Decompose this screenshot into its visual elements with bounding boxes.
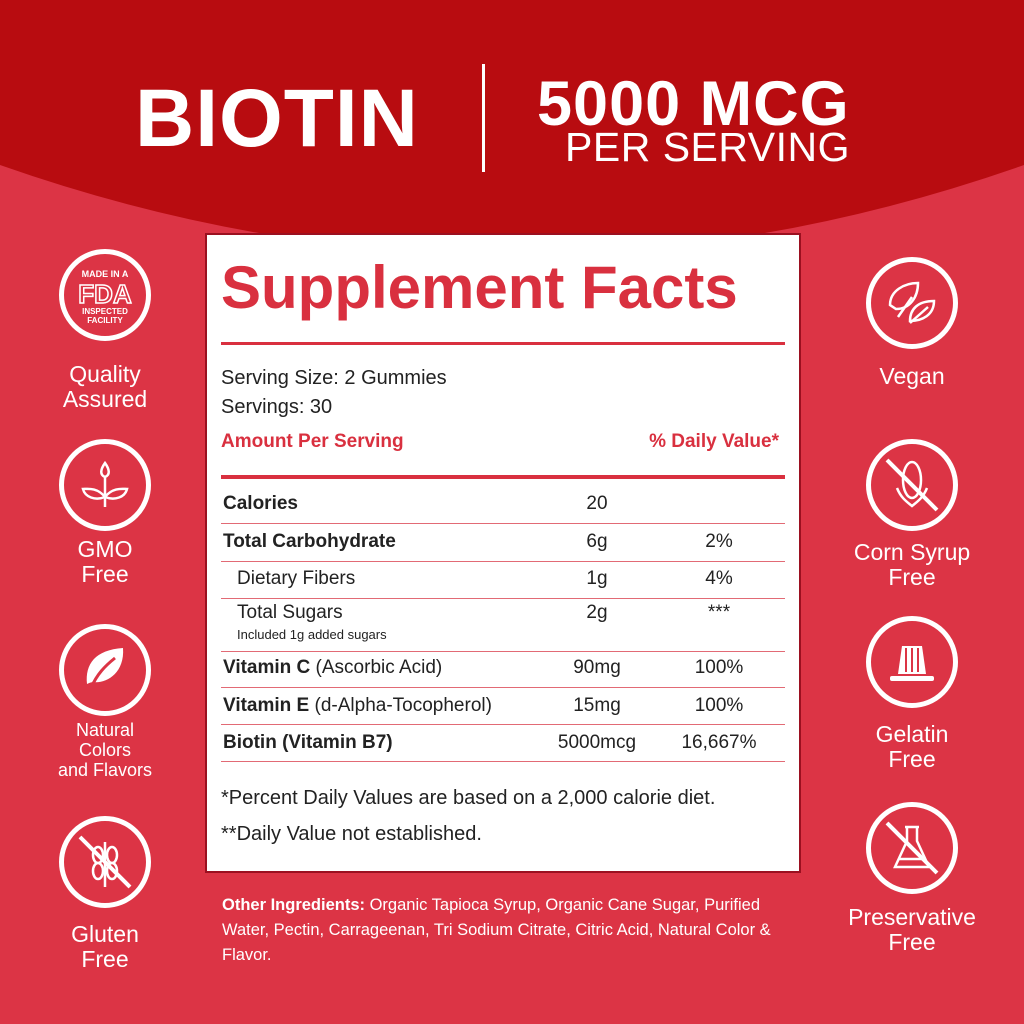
nutrient-detail: (Ascorbic Acid) (310, 657, 443, 678)
row-sub: Included 1g added sugars (237, 627, 387, 642)
row-dv: 16,667% (681, 732, 757, 753)
badge-label-line: Preservative (848, 904, 976, 930)
badge-label: Natural Colors and Flavors (5, 720, 205, 780)
badge-label-line: Free (888, 564, 936, 590)
panel-title: Supplement Facts (221, 254, 738, 321)
row-amount: 6g (586, 531, 608, 552)
header-divider (482, 64, 485, 172)
badge-label-line: Gelatin (875, 721, 949, 747)
badge-label-line: Gluten (71, 921, 139, 947)
row-name: Total Sugars (237, 602, 343, 624)
badge-label-line: Free (888, 929, 936, 955)
row-amount: 90mg (573, 657, 621, 678)
dose: 5000 MCG (537, 69, 850, 139)
no-wheat-icon (59, 816, 151, 908)
badge-label: Vegan (812, 364, 1012, 389)
fda-badge-icon: MADE IN A FDA INSPECTED FACILITY (59, 249, 151, 341)
row-amount: 20 (586, 493, 608, 514)
dv-header: % Daily Value* (649, 431, 779, 452)
footnote: *Percent Daily Values are based on a 2,0… (221, 787, 716, 809)
leaf-icon (59, 624, 151, 716)
serving-size: Serving Size: 2 Gummies (221, 367, 447, 389)
row-dv: *** (707, 602, 731, 623)
other-ingredients: Other Ingredients: Organic Tapioca Syrup… (222, 893, 792, 968)
nutrient-name: Calories (223, 493, 298, 514)
badge-label-line: GMO (77, 536, 133, 562)
row-amount: 2g (586, 602, 608, 623)
badge-label-line: and Flavors (57, 760, 153, 780)
badge-label-line: Corn Syrup (853, 539, 971, 565)
svg-text:INSPECTED: INSPECTED (82, 307, 128, 316)
row-dv: 100% (694, 695, 744, 716)
row-divider (221, 724, 785, 725)
badge-label: Gluten Free (5, 922, 205, 972)
badge-label: Corn Syrup Free (812, 540, 1012, 590)
sprout-icon (59, 439, 151, 531)
row-dv: 4% (705, 568, 733, 589)
header-band (0, 0, 1024, 255)
badge-label: Preservative Free (812, 905, 1012, 955)
product-name: BIOTIN (135, 73, 419, 164)
svg-text:MADE IN A: MADE IN A (82, 269, 129, 279)
svg-text:FACILITY: FACILITY (87, 316, 123, 325)
nutrient-name: Total Carbohydrate (223, 531, 396, 552)
badge-label: Gelatin Free (812, 722, 1012, 772)
badge-label: GMO Free (5, 537, 205, 587)
vegan-leaf-icon (866, 257, 958, 349)
badge-label-line: Natural (75, 720, 135, 740)
row-name: Vitamin C (Ascorbic Acid) (223, 657, 442, 679)
amount-header: Amount Per Serving (221, 431, 404, 452)
svg-text:FDA: FDA (78, 279, 132, 309)
row-divider (221, 651, 785, 652)
no-preservative-icon (866, 802, 958, 894)
row-amount: 1g (586, 568, 608, 589)
rule (221, 342, 785, 345)
row-dv: 100% (694, 657, 744, 678)
row-amount: 5000mcg (557, 732, 637, 753)
ingredients-label: Other Ingredients: (222, 896, 366, 914)
row-name: Vitamin E (d-Alpha-Tocopherol) (223, 695, 492, 717)
nutrient-name: Total Sugars (237, 602, 343, 623)
row-divider (221, 561, 785, 562)
row-name: Calories (223, 493, 298, 515)
nutrient-name: Dietary Fibers (237, 568, 356, 589)
badge-label-line: Free (81, 561, 129, 587)
dose-sub: PER SERVING (565, 124, 850, 170)
badge-label: Quality Assured (5, 362, 205, 412)
nutrient-name: Biotin (Vitamin B7) (223, 732, 393, 753)
badge-label-line: Vegan (879, 363, 945, 389)
servings: Servings: 30 (221, 396, 333, 418)
supplement-facts-panel: Supplement Facts Serving Size: 2 Gummies… (205, 233, 801, 873)
row-divider (221, 687, 785, 688)
ingredients-text: Organic Tapioca Syrup, Organic Cane Suga… (222, 896, 771, 964)
row-divider (221, 598, 785, 599)
row-divider (221, 761, 785, 762)
badge-label-line: Quality (69, 361, 141, 387)
row-amount: 15mg (573, 695, 621, 716)
gelatin-icon (866, 616, 958, 708)
nutrient-detail: (d-Alpha-Tocopherol) (309, 695, 492, 716)
badge-label-line: Assured (62, 386, 148, 412)
rule (221, 475, 785, 479)
row-name: Dietary Fibers (237, 568, 355, 590)
badge-label-line: Free (81, 946, 129, 972)
badge-label-line: Colors (78, 740, 131, 760)
footnote: **Daily Value not established. (221, 823, 482, 845)
nutrient-name: Vitamin E (223, 695, 310, 716)
nutrient-name: Vitamin C (223, 657, 311, 678)
row-name: Biotin (Vitamin B7) (223, 732, 393, 754)
row-divider (221, 523, 785, 524)
row-dv: 2% (705, 531, 733, 552)
row-name: Total Carbohydrate (223, 531, 396, 553)
badge-label-line: Free (888, 746, 936, 772)
no-corn-icon (866, 439, 958, 531)
